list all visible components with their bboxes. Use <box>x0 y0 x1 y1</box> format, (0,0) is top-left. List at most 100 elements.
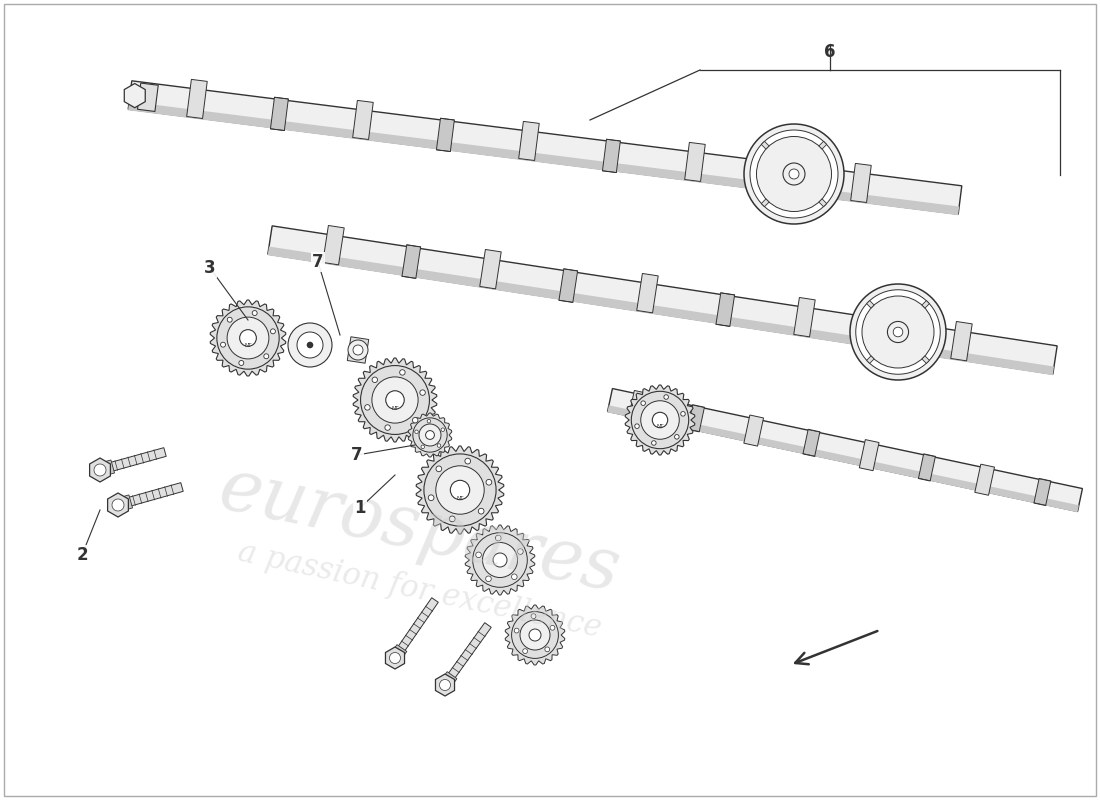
Circle shape <box>664 394 669 399</box>
Polygon shape <box>392 598 438 660</box>
Circle shape <box>550 626 554 630</box>
Polygon shape <box>104 460 114 475</box>
Polygon shape <box>408 413 452 457</box>
Polygon shape <box>769 160 786 194</box>
Circle shape <box>264 354 268 358</box>
Text: eurospares: eurospares <box>213 453 627 607</box>
Polygon shape <box>443 672 456 684</box>
Circle shape <box>217 307 279 369</box>
Polygon shape <box>975 464 994 495</box>
Polygon shape <box>922 301 930 308</box>
Polygon shape <box>873 317 892 350</box>
Text: 1: 1 <box>354 499 365 517</box>
Circle shape <box>426 430 434 439</box>
Circle shape <box>493 553 507 567</box>
Circle shape <box>419 424 441 446</box>
Circle shape <box>271 329 275 334</box>
Polygon shape <box>128 102 959 215</box>
Polygon shape <box>210 300 286 376</box>
Polygon shape <box>688 405 704 432</box>
Circle shape <box>495 535 502 541</box>
Circle shape <box>415 430 418 434</box>
Circle shape <box>372 377 418 423</box>
Circle shape <box>372 377 377 382</box>
Circle shape <box>744 124 844 224</box>
Polygon shape <box>628 390 648 422</box>
Text: 3: 3 <box>205 259 216 277</box>
Circle shape <box>473 533 527 587</box>
Circle shape <box>221 342 226 347</box>
Polygon shape <box>607 406 1079 512</box>
Circle shape <box>441 428 444 431</box>
Circle shape <box>529 629 541 641</box>
Polygon shape <box>603 139 620 173</box>
Polygon shape <box>353 358 437 442</box>
Circle shape <box>252 310 257 315</box>
Polygon shape <box>322 226 344 265</box>
Circle shape <box>681 411 685 416</box>
Circle shape <box>478 508 484 514</box>
Polygon shape <box>519 122 539 161</box>
Polygon shape <box>794 298 815 337</box>
Polygon shape <box>607 389 1082 511</box>
Circle shape <box>440 679 451 690</box>
Polygon shape <box>99 448 166 474</box>
Circle shape <box>428 495 435 501</box>
Polygon shape <box>818 142 827 149</box>
Circle shape <box>240 330 256 346</box>
Polygon shape <box>117 482 184 510</box>
Circle shape <box>348 340 369 360</box>
Polygon shape <box>416 446 504 534</box>
Circle shape <box>652 412 668 428</box>
Polygon shape <box>393 645 407 657</box>
Text: 6: 6 <box>824 43 836 61</box>
Circle shape <box>412 418 448 452</box>
Circle shape <box>386 390 404 410</box>
Circle shape <box>641 401 646 406</box>
Circle shape <box>427 419 431 423</box>
Polygon shape <box>442 622 492 687</box>
Text: NT: NT <box>456 496 464 501</box>
Polygon shape <box>271 97 288 130</box>
Polygon shape <box>803 430 820 457</box>
Polygon shape <box>267 226 1057 374</box>
Polygon shape <box>480 250 502 289</box>
Polygon shape <box>437 118 454 152</box>
Circle shape <box>424 454 496 526</box>
Circle shape <box>486 479 492 485</box>
Polygon shape <box>761 199 769 206</box>
Circle shape <box>297 332 323 358</box>
Polygon shape <box>138 83 158 111</box>
Text: NT: NT <box>392 406 398 410</box>
Circle shape <box>514 628 519 633</box>
Circle shape <box>750 130 838 218</box>
Polygon shape <box>744 415 763 446</box>
Polygon shape <box>867 301 875 308</box>
Polygon shape <box>129 81 961 214</box>
Circle shape <box>476 552 482 558</box>
Circle shape <box>862 296 934 368</box>
Circle shape <box>893 327 903 337</box>
Polygon shape <box>122 495 132 510</box>
Circle shape <box>483 542 517 578</box>
Text: 2: 2 <box>76 546 88 564</box>
Text: 7: 7 <box>312 253 323 271</box>
Circle shape <box>512 611 559 658</box>
Circle shape <box>651 441 656 446</box>
Circle shape <box>385 425 390 430</box>
Polygon shape <box>1034 478 1050 506</box>
Circle shape <box>436 466 442 472</box>
Polygon shape <box>348 337 369 363</box>
Polygon shape <box>867 356 875 363</box>
Circle shape <box>94 464 106 476</box>
Polygon shape <box>187 79 207 118</box>
Circle shape <box>631 391 689 449</box>
Circle shape <box>239 361 244 366</box>
Circle shape <box>112 499 124 511</box>
Text: a passion for excellence: a passion for excellence <box>235 536 605 644</box>
Polygon shape <box>505 605 564 665</box>
Polygon shape <box>625 385 695 455</box>
Polygon shape <box>859 440 879 470</box>
Circle shape <box>635 424 639 429</box>
Polygon shape <box>950 322 972 361</box>
